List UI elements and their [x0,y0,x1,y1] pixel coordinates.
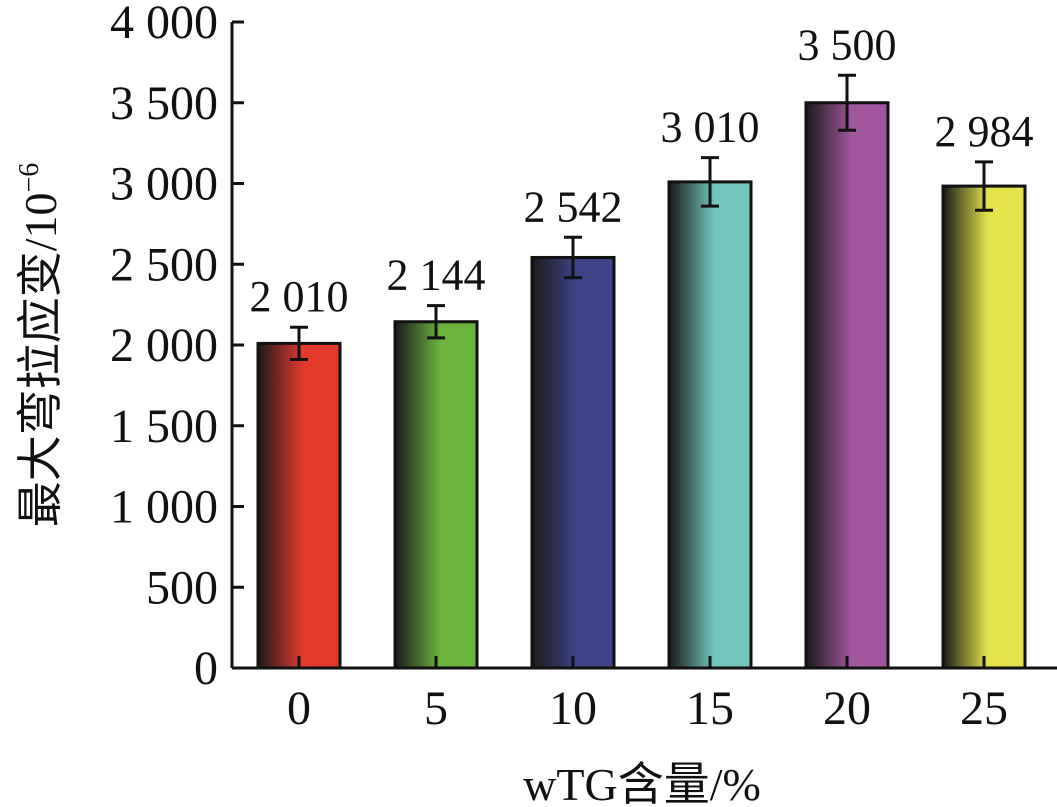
x-tick-label: 20 [823,682,871,735]
data-labels-group: 2 010 2 144 2 542 3 010 3 500 2 984 [250,20,1034,321]
y-axis-title: 最大弯拉应变/10 [15,193,66,528]
x-tick-label: 0 [287,682,311,735]
y-tick-label: 4 000 [110,0,218,49]
data-label: 3 500 [798,20,897,69]
y-tick-label: 2 500 [110,238,218,291]
x-tick-label: 5 [424,682,448,735]
bar-10 [530,255,616,670]
x-tick-label: 15 [686,682,734,735]
y-ticks-group: 0 500 1 000 1 500 2 000 2 500 3 000 3 500 4 000 [110,0,244,695]
x-ticks-group: 0 5 10 15 20 25 [287,656,1008,735]
data-label: 2 984 [935,107,1034,156]
y-tick-label: 0 [194,642,218,695]
bars-group [256,101,1027,670]
y-axis-title-exponent: −6 [14,163,45,193]
bar-20 [804,101,890,670]
y-axis-title-group: 最大弯拉应变/10−6 [14,163,66,528]
bar-0 [256,341,342,670]
x-axis-title: wTG含量/% [523,759,761,807]
x-tick-label: 25 [960,682,1008,735]
data-label: 3 010 [661,103,760,152]
bar-5 [393,320,479,670]
y-tick-label: 1 500 [110,400,218,453]
y-tick-label: 1 000 [110,481,218,534]
y-tick-label: 2 000 [110,319,218,372]
error-bars-group [290,73,993,362]
axes-group [230,22,1057,670]
data-label: 2 010 [250,272,349,321]
data-label: 2 542 [524,182,623,231]
bar-15 [667,180,753,670]
y-tick-label: 500 [146,561,218,614]
data-label: 2 144 [387,251,486,300]
y-tick-label: 3 500 [110,77,218,130]
bar-25 [941,184,1027,670]
y-tick-label: 3 000 [110,158,218,211]
svg-text:最大弯拉应变/10−6: 最大弯拉应变/10−6 [14,163,66,528]
x-tick-label: 10 [549,682,597,735]
